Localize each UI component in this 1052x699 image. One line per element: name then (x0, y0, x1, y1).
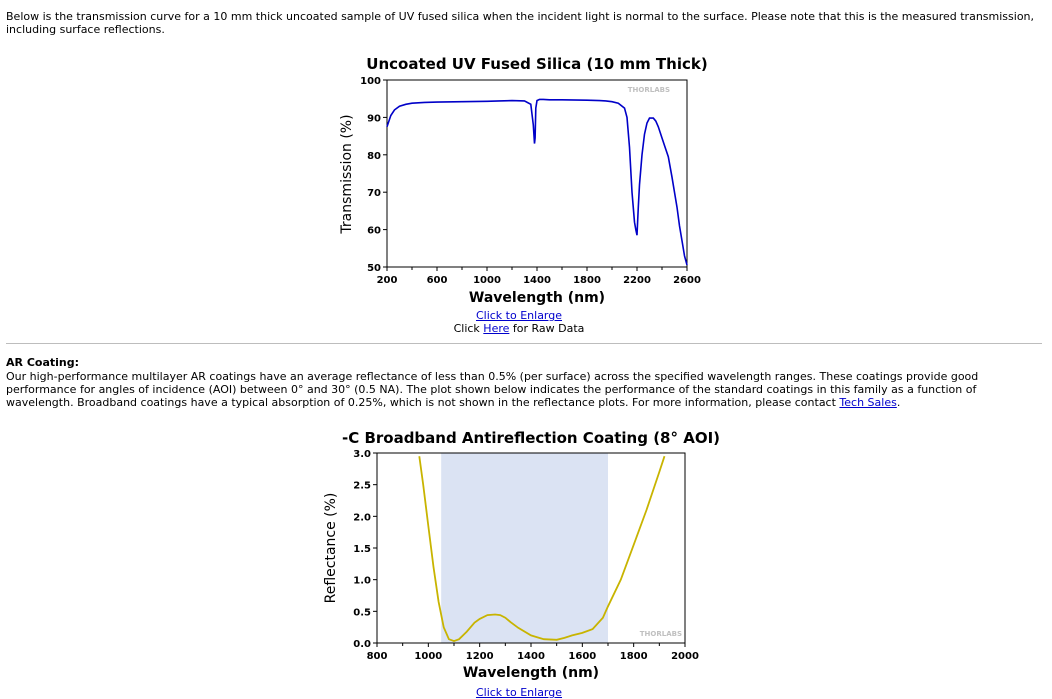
intro-paragraph: Below is the transmission curve for a 10… (6, 10, 1035, 36)
y-tick-label: 80 (367, 151, 381, 162)
x-tick-label: 1400 (517, 651, 545, 662)
x-tick-label: 200 (377, 275, 398, 286)
x-tick-label: 2200 (623, 275, 651, 286)
ar-period: . (896, 396, 901, 409)
x-tick-label: 1200 (466, 651, 494, 662)
y-axis-title: Transmission (%) (339, 114, 355, 234)
y-tick-label: 1.5 (353, 544, 371, 555)
watermark-logo: THORLABS (640, 630, 682, 638)
ar-coating-text: Our high-performance multilayer AR coati… (6, 370, 979, 409)
y-tick-label: 100 (360, 76, 381, 87)
ar-coating-heading: AR Coating: (6, 356, 79, 369)
y-tick-label: 3.0 (353, 449, 371, 460)
chart-title: Uncoated UV Fused Silica (10 mm Thick) (366, 55, 707, 73)
enlarge-link-2[interactable]: Click to Enlarge (475, 686, 563, 699)
y-axis-title: Reflectance (%) (323, 493, 339, 604)
x-tick-label: 1800 (573, 275, 601, 286)
raw-data-prefix: Click (453, 322, 484, 335)
y-tick-label: 60 (367, 226, 381, 237)
transmission-series-line (386, 98, 688, 266)
ar-coating-paragraph: Our high-performance multilayer AR coati… (6, 370, 1036, 409)
reflectance-chart: -C Broadband Antireflection Coating (8° … (323, 429, 720, 681)
x-tick-label: 2600 (673, 275, 701, 286)
y-tick-label: 0.5 (353, 607, 371, 618)
x-tick-label: 1400 (523, 275, 551, 286)
y-tick-label: 0.0 (353, 639, 371, 650)
chart-title: -C Broadband Antireflection Coating (8° … (342, 429, 720, 447)
x-tick-label: 600 (427, 275, 448, 286)
y-tick-label: 50 (367, 263, 381, 274)
section-divider (6, 343, 1042, 344)
x-axis-title: Wavelength (nm) (469, 290, 605, 306)
transmission-chart: Uncoated UV Fused Silica (10 mm Thick) T… (339, 55, 708, 306)
watermark-logo: THORLABS (628, 86, 670, 94)
y-tick-label: 90 (367, 113, 381, 124)
x-tick-label: 1000 (473, 275, 501, 286)
x-axis-title: Wavelength (nm) (463, 665, 599, 681)
x-tick-label: 1000 (414, 651, 442, 662)
y-tick-label: 1.0 (353, 576, 371, 587)
enlarge-link-1[interactable]: Click to Enlarge (475, 309, 563, 322)
x-tick-label: 2000 (671, 651, 699, 662)
plot-area (386, 79, 688, 268)
y-tick-label: 2.0 (353, 512, 371, 523)
x-tick-label: 1600 (568, 651, 596, 662)
design-wavelength-range-band (441, 453, 608, 643)
y-tick-label: 70 (367, 188, 381, 199)
x-tick-label: 800 (367, 651, 388, 662)
raw-data-link[interactable]: Here (483, 322, 510, 335)
x-tick-label: 1800 (620, 651, 648, 662)
raw-data-suffix: for Raw Data (509, 322, 585, 335)
y-tick-label: 2.5 (353, 481, 371, 492)
reflectance-series-line (418, 455, 666, 643)
tech-sales-link[interactable]: Tech Sales (839, 396, 897, 409)
